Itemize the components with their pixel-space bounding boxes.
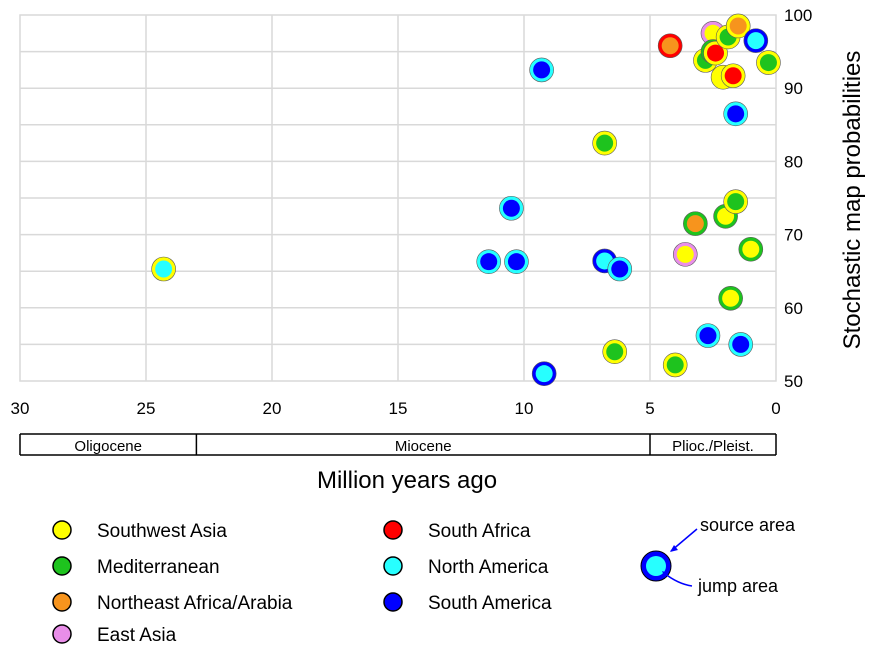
legend-marker	[52, 624, 72, 644]
annotation-jump-arrowhead	[662, 571, 668, 578]
point-jump-center	[502, 199, 520, 217]
y-tick-label: 50	[784, 372, 803, 391]
legend-marker	[52, 520, 72, 540]
data-point	[504, 249, 529, 274]
x-tick-labels: 30 25 20 15 10 5 0	[11, 399, 781, 418]
data-point	[725, 13, 751, 39]
point-jump-center	[507, 253, 525, 271]
x-tick-label: 25	[137, 399, 156, 418]
point-jump-center	[533, 61, 551, 79]
legend-item: East Asia	[52, 624, 177, 646]
legend-marker	[52, 592, 72, 612]
point-jump-center	[596, 134, 614, 152]
data-point	[657, 33, 683, 59]
epoch-bar: Oligocene Miocene Plioc./Pleist.	[19, 433, 777, 456]
legend-marker	[383, 556, 403, 576]
point-jump-center	[707, 44, 725, 62]
data-point	[723, 189, 748, 214]
data-point	[607, 256, 633, 282]
legend-label: North America	[428, 557, 549, 578]
y-tick-label: 70	[784, 226, 803, 245]
point-jump-center	[606, 343, 624, 361]
point-jump-center	[727, 105, 745, 123]
point-jump-center	[724, 67, 742, 85]
x-tick-label: 20	[263, 399, 282, 418]
point-jump-center	[747, 32, 765, 50]
x-tick-label: 15	[389, 399, 408, 418]
x-tick-label: 30	[11, 399, 30, 418]
legend-item: Northeast Africa/Arabia	[52, 592, 293, 614]
point-jump-center	[722, 289, 740, 307]
data-points	[151, 13, 781, 386]
source-jump-annotation: source area jump area	[640, 515, 796, 596]
y-tick-label: 60	[784, 299, 803, 318]
x-tick-label: 0	[771, 399, 780, 418]
point-jump-center	[729, 17, 747, 35]
point-jump-center	[742, 240, 760, 258]
legend-label: Northeast Africa/Arabia	[97, 593, 293, 614]
data-point	[695, 323, 721, 348]
data-point	[476, 249, 502, 274]
legend-marker	[383, 592, 403, 612]
grid-lines	[19, 14, 777, 382]
legend-item: Mediterranean	[52, 556, 220, 578]
annotation-source-label: source area	[700, 515, 796, 535]
legend-item: Southwest Asia	[52, 520, 227, 542]
data-point	[672, 242, 698, 267]
point-jump-center	[732, 335, 750, 353]
x-tick-label: 10	[515, 399, 534, 418]
legend-label: East Asia	[97, 625, 177, 646]
x-tick-label: 5	[645, 399, 654, 418]
data-point	[592, 130, 617, 156]
x-axis-title: Million years ago	[317, 467, 497, 494]
epoch-label: Plioc./Pleist.	[672, 438, 754, 455]
legend-label: South Africa	[428, 521, 531, 542]
data-point	[151, 256, 176, 282]
point-jump-center	[699, 327, 717, 345]
data-point	[723, 101, 748, 127]
y-tick-labels: 50 60 70 80 90 100	[784, 6, 812, 391]
point-jump-center	[611, 260, 629, 278]
data-point	[531, 361, 557, 386]
data-point	[756, 50, 781, 75]
annotation-source-arrowhead	[670, 545, 678, 552]
legend-item: North America	[383, 556, 549, 578]
data-point	[720, 63, 746, 89]
annotation-jump-center	[646, 556, 666, 576]
point-jump-center	[661, 37, 679, 55]
data-point	[728, 332, 754, 357]
data-point	[743, 28, 769, 53]
point-jump-center	[676, 245, 694, 263]
y-axis-title: Stochastic map probabilities	[839, 51, 866, 350]
legend-item: South Africa	[383, 520, 531, 542]
legend-item: South America	[383, 592, 552, 614]
data-point	[738, 236, 764, 262]
annotation-jump-label: jump area	[697, 576, 779, 596]
point-jump-center	[759, 54, 777, 72]
data-point	[602, 339, 628, 365]
legend: Southwest Asia Mediterranean Northeast Afr…	[52, 520, 552, 646]
data-point	[662, 352, 688, 378]
point-jump-center	[686, 215, 704, 233]
point-jump-center	[535, 365, 553, 383]
legend-marker	[52, 556, 72, 576]
epoch-label: Oligocene	[74, 438, 142, 455]
point-jump-center	[155, 260, 173, 278]
point-jump-center	[480, 253, 498, 271]
point-jump-center	[666, 356, 684, 374]
legend-label: Mediterranean	[97, 557, 220, 578]
data-point	[683, 211, 708, 236]
point-jump-center	[727, 193, 745, 211]
legend-label: Southwest Asia	[97, 521, 227, 542]
data-point	[718, 285, 743, 311]
data-point	[499, 195, 524, 221]
legend-marker	[383, 520, 403, 540]
epoch-label: Miocene	[395, 438, 452, 455]
y-tick-label: 90	[784, 79, 803, 98]
data-point	[529, 57, 554, 83]
y-tick-label: 100	[784, 6, 812, 25]
y-tick-label: 80	[784, 152, 803, 171]
legend-label: South America	[428, 593, 552, 614]
